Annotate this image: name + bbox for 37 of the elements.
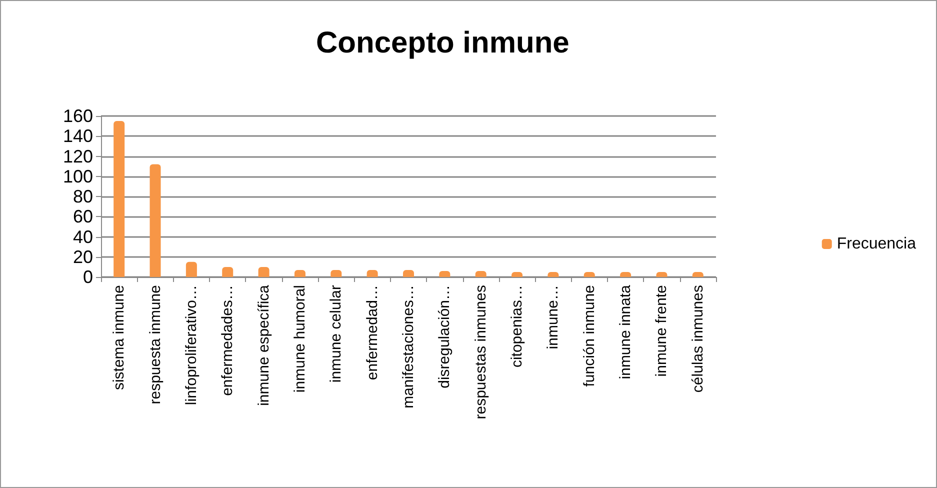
x-tick-label: inmune… xyxy=(544,285,562,350)
x-tick-label: disregulación… xyxy=(436,285,454,388)
y-tick-label: 140 xyxy=(62,126,93,146)
bar xyxy=(403,270,414,277)
y-tick-label: 20 xyxy=(72,246,93,267)
y-tick-label: 80 xyxy=(72,186,93,206)
y-tick-label: 40 xyxy=(72,226,93,247)
x-tick-label: inmune innata xyxy=(617,284,634,380)
y-tick-label: 160 xyxy=(62,106,93,126)
x-tick-label: linfoproliferativo… xyxy=(182,285,200,406)
bar xyxy=(222,266,234,277)
bar xyxy=(366,270,378,277)
x-tick-label: enfermedad… xyxy=(364,285,381,380)
bar xyxy=(258,266,270,277)
x-tick-label: inmune celular xyxy=(328,285,345,383)
x-tick-label: manifestaciones… xyxy=(400,285,417,408)
x-tick-label: respuesta inmune xyxy=(146,285,164,404)
x-tick-label: inmune humoral xyxy=(291,285,308,393)
bar xyxy=(186,262,197,277)
bar xyxy=(150,164,161,277)
y-tick-label: 100 xyxy=(62,166,93,186)
legend-label: Frecuencia xyxy=(836,236,916,252)
x-tick-label: citopenias… xyxy=(508,285,526,368)
x-tick-label: respuestas inmunes xyxy=(472,285,490,420)
x-tick-label: enfermedades… xyxy=(219,285,236,396)
x-tick-label: inmune específica xyxy=(255,284,272,406)
bar xyxy=(294,270,306,277)
x-tick-label: función inmune xyxy=(580,285,598,387)
x-tick-label: sistema inmune xyxy=(110,285,128,390)
x-tick-label: inmune frente xyxy=(653,285,670,377)
y-tick-label: 120 xyxy=(62,146,93,166)
y-tick-label: 0 xyxy=(82,267,93,287)
x-tick-label: células inmunes xyxy=(689,285,706,393)
bar xyxy=(330,270,342,277)
bar xyxy=(114,121,125,277)
y-tick-label: 60 xyxy=(72,206,93,227)
chart-title: Concepto inmune xyxy=(316,26,570,60)
